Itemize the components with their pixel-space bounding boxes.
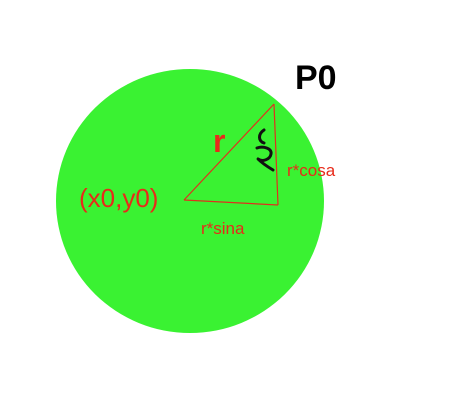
center-label: (x0,y0): [79, 183, 158, 213]
vertical-leg-line: [273, 103, 279, 206]
vertical-leg-label: r*cosa: [287, 161, 336, 180]
horizontal-leg-label: r*sina: [201, 219, 245, 238]
circle: [56, 69, 324, 333]
horizontal-leg-line: [183, 199, 279, 206]
radius-line: [183, 103, 275, 201]
radius-label: r: [213, 123, 225, 159]
point-label: P0: [295, 59, 337, 97]
angle-mark-icon: [255, 128, 275, 172]
